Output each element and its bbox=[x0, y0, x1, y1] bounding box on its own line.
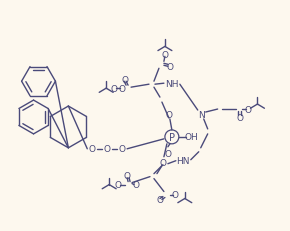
Text: O: O bbox=[115, 180, 122, 189]
Text: P: P bbox=[169, 132, 175, 142]
Text: O: O bbox=[89, 145, 96, 154]
Text: O: O bbox=[133, 180, 139, 189]
Text: OH: OH bbox=[185, 133, 199, 142]
Text: O: O bbox=[119, 84, 126, 93]
Text: O: O bbox=[124, 171, 130, 180]
Text: O: O bbox=[236, 114, 243, 123]
Text: O: O bbox=[171, 190, 178, 199]
Text: O: O bbox=[165, 110, 172, 119]
Text: N: N bbox=[198, 110, 205, 119]
Text: O: O bbox=[166, 63, 173, 71]
Text: O: O bbox=[111, 84, 118, 93]
Text: O: O bbox=[162, 51, 168, 60]
Text: O: O bbox=[122, 75, 128, 84]
Text: O: O bbox=[156, 195, 164, 204]
Text: O: O bbox=[244, 105, 251, 114]
Text: HN: HN bbox=[176, 157, 190, 165]
Text: O: O bbox=[119, 145, 126, 154]
Text: O: O bbox=[160, 158, 166, 167]
Text: O: O bbox=[104, 145, 111, 154]
Text: NH: NH bbox=[165, 79, 179, 88]
Text: O: O bbox=[164, 150, 171, 158]
